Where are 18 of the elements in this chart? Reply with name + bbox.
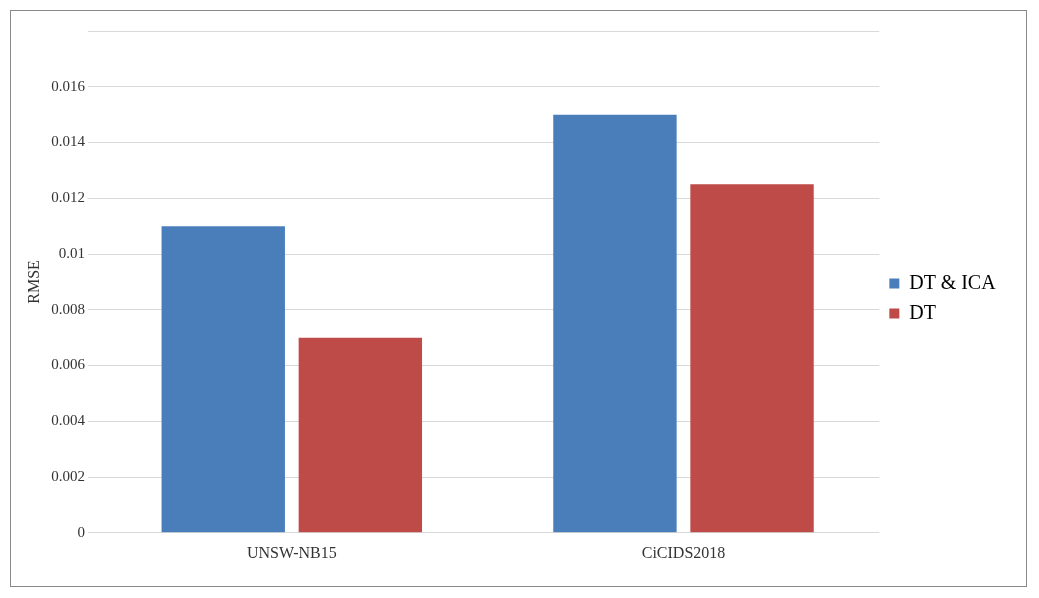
y-tick-label: 0.016	[51, 77, 86, 94]
x-tick-label: UNSW-NB15	[246, 543, 337, 561]
bar	[553, 114, 677, 533]
y-axis-title: RMSE	[24, 260, 42, 304]
y-tick-label: 0.006	[51, 356, 86, 373]
y-tick-label: 0.004	[51, 412, 86, 429]
y-tick-label: 0.01	[58, 244, 85, 261]
bar	[161, 226, 285, 533]
legend-label: DT & ICA	[909, 270, 997, 293]
y-tick-label: 0.014	[51, 133, 86, 150]
y-tick-label: 0.008	[51, 300, 85, 317]
y-tick-label: 0	[77, 523, 85, 540]
y-tick-label: 0.012	[51, 189, 85, 206]
bar	[690, 184, 814, 533]
y-tick-label: 0.002	[51, 467, 85, 484]
bar	[298, 337, 423, 533]
legend-label: DT	[909, 300, 937, 323]
x-tick-label: CiCIDS2018	[641, 543, 726, 561]
